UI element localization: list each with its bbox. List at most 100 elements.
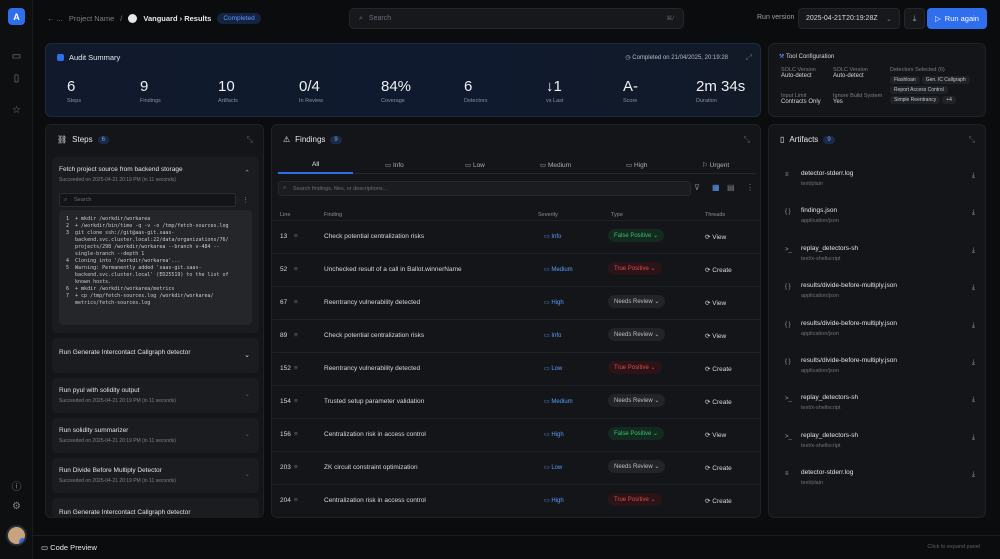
thread-action[interactable]: ⟳ View [705, 332, 726, 340]
thread-action-label: View [712, 300, 727, 307]
artifact-item[interactable]: >_ replay_detectors-sh text/x-shellscript ⤓ [779, 242, 979, 272]
grid-view-icon[interactable]: ▦ [712, 183, 720, 192]
tab-urgent[interactable]: ⚐ Urgent [702, 161, 729, 169]
type-select[interactable]: False Positive ⌄ [608, 427, 665, 440]
app-logo[interactable]: A [8, 8, 25, 25]
thread-action[interactable]: ⟳ Create [705, 398, 732, 406]
artifact-item[interactable]: >_ replay_detectors-sh text/x-shellscript ⤓ [779, 429, 979, 459]
more-icon[interactable]: ⋮ [242, 197, 249, 204]
col-header-threads[interactable]: Threads [705, 212, 726, 218]
table-row[interactable]: 52 ≡ Unchecked result of a call in Ballot.… [273, 253, 761, 286]
search-icon: ⌕ [359, 14, 363, 22]
type-select[interactable]: Needs Review ⌄ [608, 295, 666, 308]
chevron-down-icon[interactable]: ⌄ [244, 471, 250, 478]
table-row[interactable]: 204 ≡ Centralization risk in access contro… [273, 484, 761, 517]
project-link[interactable]: Project Name [68, 14, 115, 23]
download-icon[interactable]: ⤓ [971, 396, 975, 404]
artifact-item[interactable]: >_ replay_detectors-sh text/x-shellscript ⤓ [779, 391, 979, 421]
artifact-item[interactable]: { } results/divide-before-multiply.json ap… [779, 317, 979, 347]
type-select[interactable]: Needs Review ⌄ [608, 328, 666, 341]
back-link[interactable]: ← ... [47, 14, 63, 23]
step-card[interactable]: Run Generate Intercontact Callgraph dete… [52, 498, 259, 518]
severity-icon: ▭ [544, 432, 552, 438]
table-row[interactable]: 156 ≡ Centralization risk in access contro… [273, 418, 761, 451]
folder-icon[interactable]: ▭ [11, 51, 22, 62]
detector-more-chip[interactable]: +4 [942, 96, 956, 104]
thread-action[interactable]: ⟳ View [705, 431, 726, 439]
code-icon: ▭ [41, 543, 51, 552]
thread-action[interactable]: ⟳ Create [705, 464, 732, 472]
col-header-type[interactable]: Type [611, 212, 623, 218]
findings-search-input[interactable]: ⌕ Search findings, files, or descriptions… [278, 181, 691, 196]
stat-value: 10 [218, 78, 235, 95]
download-icon[interactable]: ⤓ [971, 321, 975, 329]
artifact-item[interactable]: ≡ detector-stderr.log text/plain ⤓ [779, 167, 979, 197]
thread-action[interactable]: ⟳ Create [705, 266, 732, 274]
tab-low[interactable]: ▭ Low [465, 161, 485, 169]
expand-icon[interactable]: ⤡ [246, 135, 253, 144]
type-select[interactable]: False Positive ⌄ [608, 229, 665, 242]
col-header-finding[interactable]: Finding [324, 212, 343, 218]
thread-action[interactable]: ⟳ View [705, 299, 726, 307]
table-row[interactable]: 67 ≡ Reentrancy vulnerability detected ▭ Hi… [273, 286, 761, 319]
type-select[interactable]: Needs Review ⌄ [608, 460, 666, 473]
download-icon[interactable]: ⤓ [971, 471, 975, 479]
list-view-icon[interactable]: ▤ [727, 183, 735, 192]
artifact-item[interactable]: { } findings.json application/json ⤓ [779, 204, 979, 234]
artifact-item[interactable]: ≡ detector-stderr.log text/plain ⤓ [779, 466, 979, 496]
step-card[interactable]: Run Generate Intercontact Callgraph dete… [52, 338, 259, 373]
type-select[interactable]: True Positive ⌄ [608, 361, 662, 374]
expand-icon[interactable]: ⤢ [745, 53, 752, 62]
expand-icon[interactable]: ⤡ [968, 135, 975, 144]
filter-icon[interactable]: ⊽ [694, 183, 700, 192]
chevron-down-icon[interactable]: ⌄ [244, 431, 250, 438]
step-card[interactable]: Run Divide Before Multiply Detector Succ… [52, 458, 259, 493]
download-icon[interactable]: ⤓ [971, 284, 975, 292]
type-select[interactable]: Needs Review ⌄ [608, 394, 666, 407]
step-card[interactable]: Run solidity summarizer Succeeded on 202… [52, 418, 259, 453]
download-icon[interactable]: ⤓ [971, 433, 975, 441]
download-icon[interactable]: ⤓ [904, 8, 925, 29]
thread-action[interactable]: ⟳ Create [705, 365, 732, 373]
gear-icon[interactable]: ⚙ [12, 501, 21, 512]
table-row[interactable]: 152 ≡ Reentrancy vulnerability detected ▭ L… [273, 352, 761, 385]
expand-hint: Click to expand panel [927, 544, 980, 550]
download-icon[interactable]: ⤓ [971, 246, 975, 254]
download-icon[interactable]: ⤓ [971, 209, 975, 217]
chevron-up-icon[interactable]: ⌃ [244, 170, 250, 177]
chevron-down-icon[interactable]: ⌄ [244, 391, 250, 398]
tab-info[interactable]: ▭ Info [385, 161, 404, 169]
artifact-item[interactable]: { } results/divide-before-multiply.json ap… [779, 279, 979, 309]
table-row[interactable]: 154 ≡ Trusted setup parameter validation ▭ … [273, 385, 761, 418]
code-preview-bar[interactable]: ▭ Code Preview Click to expand panel [33, 535, 1000, 559]
table-row[interactable]: 89 ≡ Check potential centralization risks ▭… [273, 319, 761, 352]
chevron-down-icon[interactable]: ⌄ [244, 352, 250, 359]
file-type-icon: ≡ [785, 471, 789, 478]
avatar[interactable] [6, 525, 27, 546]
run-again-button[interactable]: ▷ Run again [927, 8, 987, 29]
info-icon[interactable]: ⓘ [11, 482, 22, 493]
table-row[interactable]: 203 ≡ ZK circuit constraint optimization ▭ … [273, 451, 761, 484]
log-search-input[interactable]: ⌕ Search [59, 193, 236, 207]
type-select[interactable]: True Positive ⌄ [608, 262, 662, 275]
tab-high[interactable]: ▭ High [626, 161, 647, 169]
step-card[interactable]: Run pyul with solidity output Succeeded … [52, 378, 259, 413]
artifact-item[interactable]: { } results/divide-before-multiply.json ap… [779, 354, 979, 384]
tab-medium[interactable]: ▭ Medium [540, 161, 571, 169]
thread-action[interactable]: ⟳ View [705, 233, 726, 241]
run-version-select[interactable]: 2025-04-21T20:19:28Z ⌄ [798, 8, 900, 29]
star-icon[interactable]: ☆ [12, 105, 21, 116]
step-card-expanded[interactable]: Fetch project source from backend storag… [52, 157, 259, 333]
col-header-line[interactable]: Line [280, 212, 291, 218]
global-search[interactable]: ⌕ Search ⌘/ [349, 8, 684, 29]
download-icon[interactable]: ⤓ [971, 359, 975, 366]
type-select[interactable]: True Positive ⌄ [608, 493, 662, 506]
col-header-severity[interactable]: Severity [538, 212, 558, 218]
more-icon[interactable]: ⋮ [746, 183, 754, 192]
document-icon[interactable]: ▯ [13, 73, 20, 84]
tab-all[interactable]: All [312, 161, 320, 168]
expand-icon[interactable]: ⤡ [743, 135, 750, 144]
table-row[interactable]: 13 ≡ Check potential centralization risks ▭… [273, 220, 761, 253]
download-icon[interactable]: ⤓ [971, 172, 975, 179]
thread-action[interactable]: ⟳ Create [705, 497, 732, 505]
